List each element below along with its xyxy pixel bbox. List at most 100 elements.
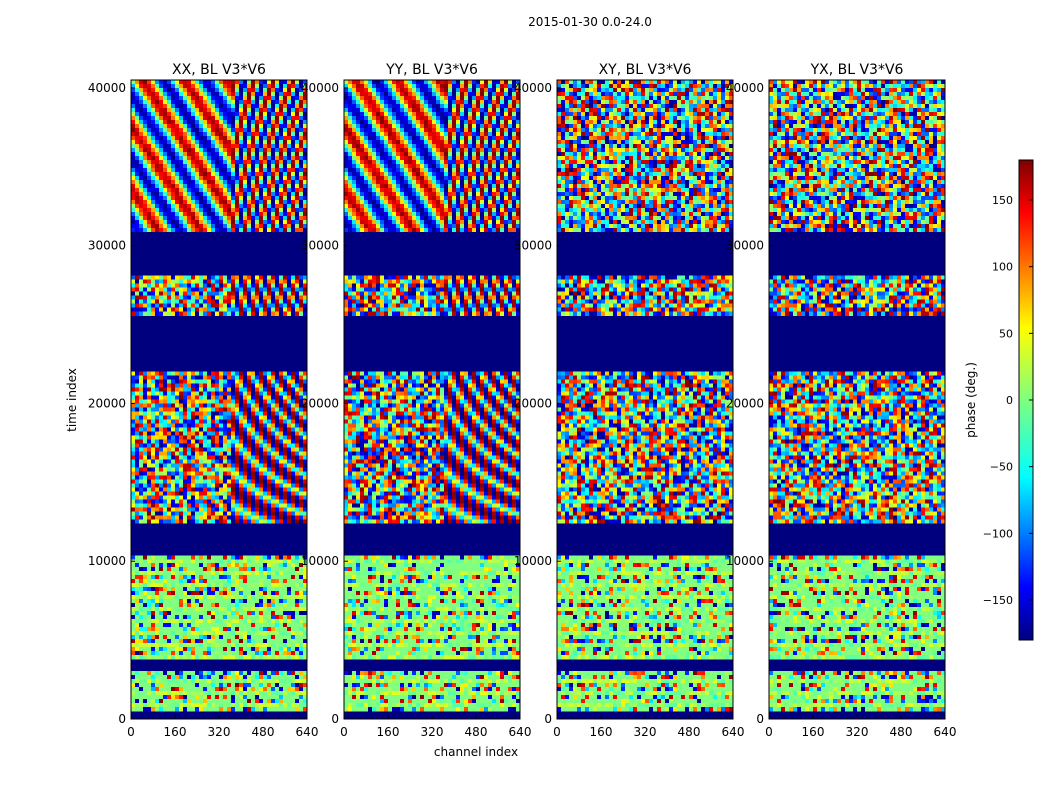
- phase-cell: [131, 295, 136, 300]
- phase-cell: [267, 559, 272, 564]
- phase-cell: [139, 215, 144, 221]
- phase-cell: [131, 471, 136, 476]
- phase-cell: [279, 503, 284, 508]
- phase-cell: [183, 627, 188, 632]
- phase-cell: [239, 399, 244, 404]
- phase-cell: [159, 91, 164, 97]
- phase-cell: [163, 199, 168, 205]
- phase-cell: [251, 471, 256, 476]
- phase-cell: [219, 227, 224, 233]
- phase-cell: [231, 127, 236, 133]
- phase-cell: [147, 295, 152, 300]
- phase-cell: [171, 587, 176, 592]
- phase-cell: [167, 303, 172, 308]
- phase-cell: [135, 483, 140, 488]
- phase-cell: [259, 403, 264, 408]
- phase-cell: [287, 383, 292, 388]
- phase-cell: [291, 515, 296, 520]
- phase-cell: [159, 283, 164, 288]
- phase-cell: [227, 299, 232, 304]
- phase-cell: [171, 203, 176, 209]
- phase-cell: [235, 567, 240, 572]
- phase-cell: [159, 115, 164, 121]
- phase-cell: [187, 635, 192, 640]
- phase-cell: [171, 151, 176, 157]
- phase-cell: [139, 87, 144, 93]
- phase-cell: [291, 439, 296, 444]
- phase-cell: [271, 411, 276, 416]
- phase-cell: [227, 647, 232, 652]
- phase-cell: [283, 411, 288, 416]
- phase-cell: [299, 431, 304, 436]
- phase-cell: [271, 423, 276, 428]
- phase-cell: [247, 411, 252, 416]
- phase-cell: [231, 647, 236, 652]
- phase-cell: [279, 647, 284, 652]
- phase-cell: [151, 471, 156, 476]
- phase-cell: [287, 403, 292, 408]
- phase-cell: [247, 451, 252, 456]
- phase-cell: [235, 627, 240, 632]
- phase-cell: [223, 283, 228, 288]
- phase-cell: [163, 591, 168, 596]
- phase-cell: [147, 155, 152, 161]
- phase-cell: [283, 95, 288, 101]
- phase-cell: [291, 567, 296, 572]
- phase-cell: [287, 227, 292, 233]
- phase-cell: [231, 619, 236, 624]
- phase-cell: [211, 507, 216, 512]
- phase-cell: [255, 607, 260, 612]
- phase-cell: [263, 395, 268, 400]
- phase-cell: [295, 463, 300, 468]
- phase-cell: [211, 179, 216, 185]
- phase-cell: [211, 403, 216, 408]
- phase-cell: [163, 167, 168, 173]
- phase-cell: [303, 579, 308, 584]
- phase-cell: [187, 283, 192, 288]
- phase-cell: [147, 279, 152, 284]
- phase-cell: [151, 99, 156, 105]
- phase-cell: [159, 83, 164, 89]
- phase-cell: [299, 311, 304, 316]
- phase-cell: [139, 207, 144, 213]
- phase-cell: [159, 511, 164, 516]
- phase-cell: [299, 167, 304, 173]
- phase-cell: [283, 223, 288, 229]
- phase-cell: [255, 671, 260, 676]
- phase-cell: [211, 167, 216, 173]
- phase-cell: [139, 115, 144, 121]
- phase-cell: [291, 223, 296, 229]
- phase-cell: [263, 199, 268, 205]
- phase-cell: [139, 183, 144, 189]
- phase-cell: [287, 371, 292, 376]
- phase-cell: [135, 291, 140, 296]
- phase-cell: [255, 619, 260, 624]
- phase-cell: [303, 651, 308, 656]
- phase-cell: [183, 163, 188, 169]
- phase-cell: [143, 415, 148, 420]
- phase-cell: [155, 439, 160, 444]
- phase-cell: [131, 171, 136, 177]
- phase-cell: [199, 95, 204, 101]
- phase-cell: [183, 171, 188, 177]
- phase-cell: [295, 607, 300, 612]
- phase-cell: [195, 287, 200, 292]
- phase-cell: [223, 403, 228, 408]
- phase-cell: [163, 615, 168, 620]
- phase-cell: [191, 295, 196, 300]
- phase-cell: [291, 151, 296, 157]
- phase-cell: [255, 499, 260, 504]
- phase-cell: [203, 87, 208, 93]
- phase-cell: [243, 291, 248, 296]
- phase-cell: [143, 155, 148, 161]
- phase-cell: [167, 139, 172, 145]
- phase-cell: [291, 627, 296, 632]
- phase-cell: [271, 467, 276, 472]
- phase-cell: [299, 151, 304, 157]
- phase-cell: [251, 587, 256, 592]
- phase-cell: [239, 171, 244, 177]
- phase-cell: [159, 447, 164, 452]
- phase-cell: [171, 95, 176, 101]
- phase-cell: [243, 463, 248, 468]
- phase-cell: [191, 603, 196, 608]
